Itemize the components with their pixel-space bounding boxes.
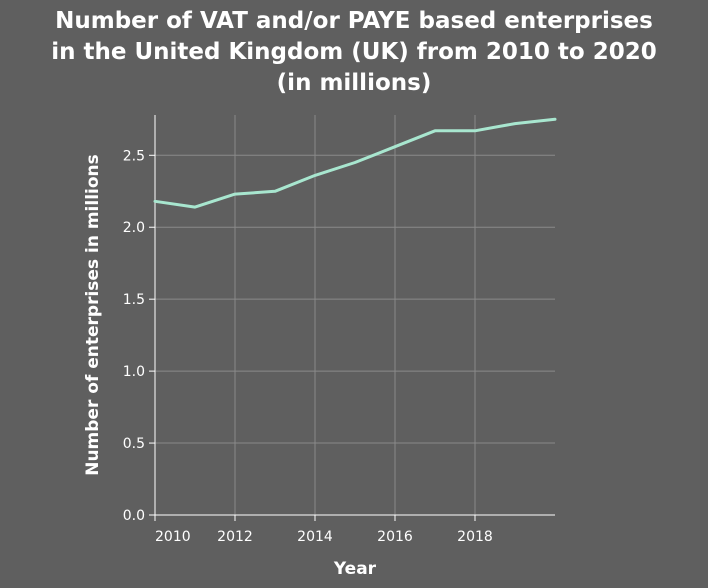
x-tick-label: 2018 [457, 529, 493, 545]
y-tick-label: 0.5 [123, 436, 145, 452]
grid-layer [154, 115, 555, 516]
x-tick-label: 2012 [217, 529, 253, 545]
axis-layer [149, 115, 555, 521]
y-axis-label: Number of enterprises in millions [83, 154, 103, 476]
x-tick-label: 2014 [297, 529, 333, 545]
x-axis-label: Year [333, 559, 377, 579]
x-tick-label: 2010 [155, 529, 191, 545]
y-tick-label: 2.0 [123, 220, 145, 236]
chart-title-line-3: (in millions) [276, 70, 432, 96]
chart-title: Number of VAT and/or PAYE based enterpri… [0, 6, 708, 99]
chart-title-line-2: in the United Kingdom (UK) from 2010 to … [51, 39, 657, 65]
y-tick-label: 2.5 [123, 148, 145, 164]
series-line-0 [153, 117, 557, 209]
y-tick-label: 1.5 [123, 292, 145, 308]
chart-title-line-1: Number of VAT and/or PAYE based enterpri… [55, 8, 653, 34]
label-layer: Year Number of enterprises in millions 0… [83, 148, 493, 579]
x-tick-label: 2016 [377, 529, 413, 545]
y-tick-label: 1.0 [123, 364, 145, 380]
y-tick-label: 0.0 [123, 508, 145, 524]
series-layer [153, 117, 557, 209]
